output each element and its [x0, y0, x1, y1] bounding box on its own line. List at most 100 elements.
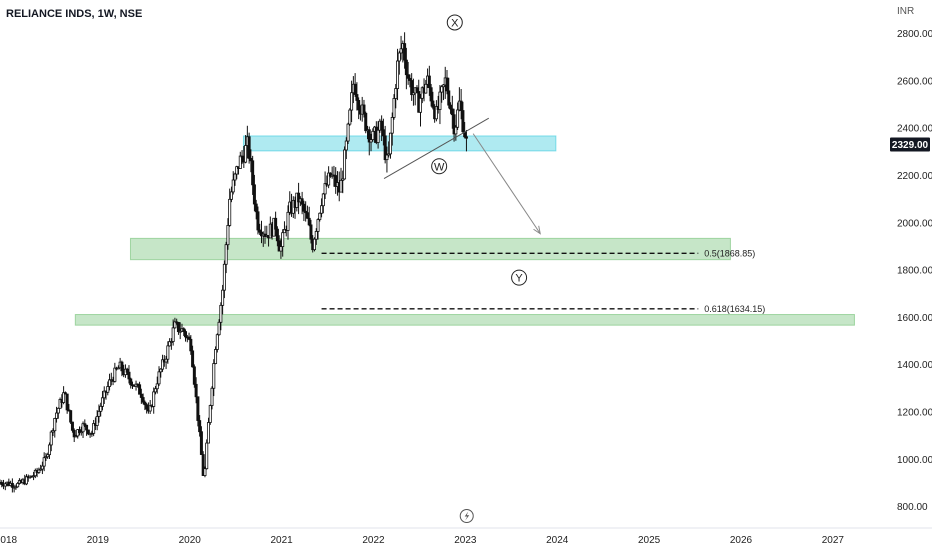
x-axis-tick-label: 2026 — [730, 535, 753, 546]
candle-body — [10, 482, 14, 488]
fib-level-label: 0.618(1634.15) — [704, 304, 765, 314]
candle-body — [454, 126, 458, 135]
support-zone-mid[interactable] — [129, 237, 731, 261]
trend-line[interactable] — [383, 117, 490, 179]
candle-body — [410, 80, 414, 96]
candle-body — [58, 399, 62, 409]
candle-body — [53, 418, 57, 432]
candle-body — [286, 211, 290, 231]
candle-body — [47, 444, 51, 456]
candle-body — [65, 393, 69, 411]
candle-body — [461, 110, 465, 133]
candle-body — [316, 219, 320, 232]
candle-body — [431, 100, 435, 108]
candle-body — [85, 424, 89, 431]
y-axis-tick-label: 800.00 — [897, 502, 928, 513]
candle-body — [394, 88, 398, 99]
candle-body — [143, 401, 147, 406]
candle-body — [353, 83, 357, 95]
candle-body — [348, 109, 352, 125]
candle-body — [127, 371, 131, 380]
candle-body — [201, 454, 205, 476]
candle-body — [210, 387, 214, 406]
wave-label-circle — [431, 158, 448, 175]
y-axis-tick-label: 2400.00 — [897, 124, 932, 135]
wave-label: Y — [515, 273, 523, 285]
candle-body — [434, 106, 438, 120]
candle-body — [198, 420, 202, 433]
candle-body — [148, 405, 152, 412]
x-axis-tick-label: 2027 — [822, 535, 845, 546]
candle-body — [397, 52, 401, 62]
candle-body — [252, 184, 256, 205]
candle-body — [251, 160, 255, 186]
candle-body — [72, 429, 76, 438]
candle-body — [385, 154, 389, 161]
candle-body — [312, 238, 316, 251]
candle-body — [56, 407, 60, 414]
candle-body — [254, 203, 258, 213]
x-axis-tick-label: 2022 — [362, 535, 385, 546]
candle-body — [282, 229, 286, 234]
resistance-zone[interactable] — [242, 135, 557, 152]
x-axis-tick-label: 2025 — [638, 535, 661, 546]
candle-body — [456, 109, 460, 128]
candle-body — [49, 431, 53, 446]
candle-body — [341, 178, 345, 181]
candle-body — [323, 183, 327, 195]
candle-body — [0, 482, 4, 485]
candle-body — [108, 379, 112, 387]
candle-body — [79, 431, 83, 434]
candle-body — [396, 60, 400, 89]
candle-body — [212, 363, 216, 389]
candle-body — [182, 328, 186, 332]
candle-body — [196, 396, 200, 421]
candle-body — [275, 228, 279, 242]
candle-body — [339, 179, 343, 193]
candle-body — [357, 100, 361, 111]
fib-level-label: 0.5(1868.85) — [704, 248, 755, 258]
candle-body — [274, 217, 278, 230]
last-price-label: 2329.00 — [892, 140, 929, 151]
candle-body — [215, 334, 219, 350]
candle-body — [231, 179, 235, 193]
candle-body — [92, 423, 96, 434]
candle-body — [307, 217, 311, 226]
candle-body — [113, 367, 117, 382]
x-axis-tick-label: 2024 — [546, 535, 569, 546]
candle-body — [438, 91, 442, 110]
candle-body — [74, 435, 78, 438]
candle-body — [383, 135, 387, 161]
wave-label-circle — [446, 14, 463, 31]
candle-body — [205, 442, 209, 470]
candle-body — [152, 391, 156, 407]
candle-body — [155, 383, 159, 390]
candle-body — [189, 338, 193, 352]
candle-body — [419, 97, 423, 113]
candle-body — [277, 240, 281, 252]
candle-body — [219, 304, 223, 323]
wave-label-circle — [511, 269, 528, 286]
candle-body — [46, 454, 50, 458]
candle-body — [415, 87, 419, 92]
support-zone-low[interactable] — [74, 314, 855, 326]
candle-body — [168, 341, 172, 347]
candle-body — [281, 232, 285, 247]
candle-body — [447, 90, 451, 106]
candle-body — [346, 123, 350, 142]
candle-body — [44, 456, 48, 459]
candle-body — [214, 349, 218, 364]
projection-arrow[interactable] — [472, 133, 541, 234]
candle-body — [86, 429, 90, 435]
candle-body — [399, 48, 403, 54]
candle-body — [459, 100, 463, 111]
candle-body — [249, 158, 253, 162]
candle-body — [99, 405, 103, 412]
candle-body — [116, 367, 120, 370]
candle-body — [199, 431, 203, 455]
candle-body — [120, 361, 124, 372]
candle-body — [327, 172, 331, 186]
candle-body — [344, 140, 348, 151]
candle-body — [139, 393, 143, 398]
